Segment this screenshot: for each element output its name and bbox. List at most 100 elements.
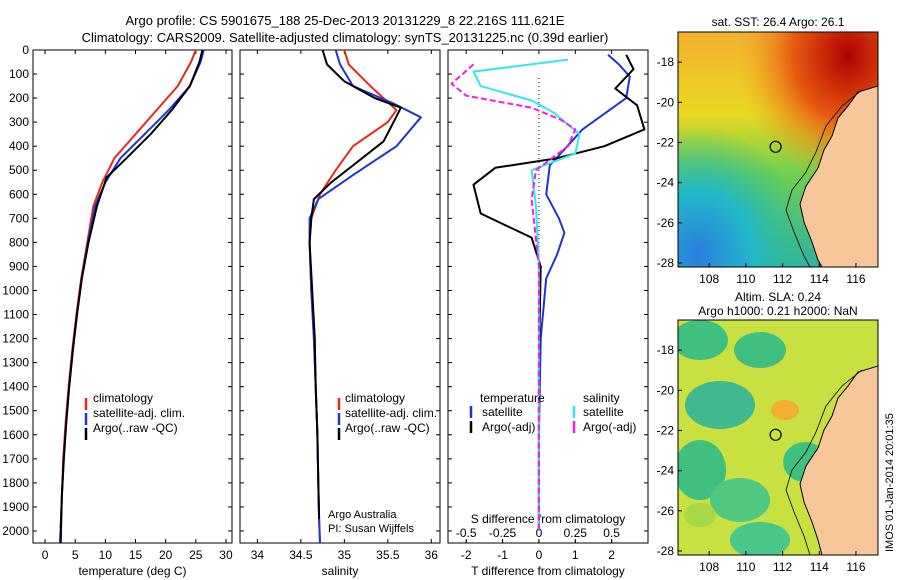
map-y-tick-label: -24 <box>657 464 675 478</box>
sla-map-axes: 108 110 112 114 116 -18 -20 -22 -24 -26 -28 <box>657 343 866 574</box>
x-tick-label: 1 <box>572 548 579 562</box>
sst-map-axes: 108 110 112 114 116 -18 -20 -22 -24 -26 -28 <box>657 55 866 286</box>
y-tick-label: 900 <box>9 259 29 273</box>
sst-argo-float-marker <box>769 140 782 153</box>
difference-panel: -2 -1 0 1 2 T difference from climatology -0.5… <box>447 49 649 578</box>
map-x-tick-label: 112 <box>773 560 792 574</box>
y-tick-label: 1300 <box>2 356 29 370</box>
map-x-tick-label: 114 <box>810 560 829 574</box>
map-x-tick-label: 108 <box>699 560 719 574</box>
sst-isobath <box>785 89 863 267</box>
sla-land-australia <box>799 365 878 555</box>
y-tick-label: 500 <box>9 163 29 177</box>
salinity-x-axis-label: salinity <box>322 564 359 578</box>
temperature-series-satellite-adj-clim- <box>59 50 205 543</box>
map-y-tick-label: -26 <box>657 504 675 518</box>
legend-label-temp-satellite: satellite <box>482 405 523 419</box>
legend-heading-salinity: salinity <box>583 391 620 405</box>
x-tick-label: 25 <box>189 548 203 562</box>
x-tick-label: 36 <box>425 548 439 562</box>
y-tick-label: 800 <box>9 235 29 249</box>
y-tick-label: 2000 <box>2 524 29 538</box>
temperature-series-climatology <box>59 50 197 543</box>
s-axis-tick-label: -0.25 <box>489 526 517 540</box>
salinity-legend: climatology satellite-adj. clim. Argo(..… <box>328 391 437 535</box>
y-tick-label: 1700 <box>2 452 29 466</box>
legend-heading-temperature: temperature <box>480 391 545 405</box>
y-tick-label: 1500 <box>2 404 29 418</box>
map-y-tick-label: -18 <box>657 343 675 357</box>
difference-x-axis-label: T difference from climatology <box>471 564 625 578</box>
sla-eddies <box>678 320 827 555</box>
map-x-tick-label: 114 <box>810 272 829 286</box>
difference-legend: temperature satellite Argo(-adj) salinit… <box>469 391 636 434</box>
s-axis-tick-label: 0.25 <box>564 526 588 540</box>
map-y-tick-label: -28 <box>657 544 675 558</box>
map-y-tick-label: -24 <box>657 176 675 190</box>
map-x-tick-label: 110 <box>736 272 755 286</box>
map-x-tick-label: 110 <box>736 560 755 574</box>
sst-map: sat. SST: 26.4 Argo: 26.1 108 110 112 114 11… <box>657 15 879 286</box>
sla-map-title-line1: Altim. SLA: 0.24 <box>735 290 821 304</box>
sst-map-frame <box>677 31 879 268</box>
y-tick-label: 1600 <box>2 428 29 442</box>
difference-plot-frame <box>447 49 649 544</box>
map-x-tick-label: 112 <box>773 272 792 286</box>
map-y-tick-label: -22 <box>657 423 675 437</box>
x-tick-label: 30 <box>219 548 233 562</box>
x-tick-label: 10 <box>99 548 113 562</box>
sst-map-title: sat. SST: 26.4 Argo: 26.1 <box>712 15 845 29</box>
y-tick-label: 700 <box>9 211 29 225</box>
imos-credit: IMOS 01-Jan-2014 20:01:35 <box>884 413 896 552</box>
sla-argo-float-marker <box>769 428 782 441</box>
y-tick-label: 1100 <box>3 308 29 322</box>
sla-isobath <box>785 369 863 555</box>
s-axis-tick-label: 0 <box>536 526 543 540</box>
figure-title-line2: Climatology: CARS2009. Satellite-adjuste… <box>82 30 609 45</box>
legend-label-sal-argo: Argo(-adj) <box>583 420 636 434</box>
pi-label: PI: Susan Wijffels <box>328 523 414 535</box>
map-x-tick-label: 108 <box>699 272 719 286</box>
y-tick-label: 1900 <box>2 500 29 514</box>
temperature-plot-frame <box>32 49 233 544</box>
difference-series-salinity-argo-adj- <box>450 63 577 531</box>
map-y-tick-label: -18 <box>657 55 675 69</box>
map-y-tick-label: -20 <box>657 383 675 397</box>
salinity-plot-frame <box>239 49 441 544</box>
y-tick-label: 300 <box>9 115 29 129</box>
y-tick-label: 600 <box>9 187 29 201</box>
legend-label-satellite: satellite-adj. clim. <box>93 406 185 420</box>
figure-title-line1: Argo profile: CS 5901675_188 25-Dec-2013… <box>126 13 565 28</box>
legend-label-climatology: climatology <box>93 391 153 405</box>
map-y-tick-label: -22 <box>657 135 675 149</box>
difference-series-temperature-argo-adj- <box>472 54 646 531</box>
y-tick-label: 1800 <box>2 476 29 490</box>
salinity-panel: 34 34.5 35 35.5 36 salinity <box>239 49 441 578</box>
x-tick-label: 20 <box>159 548 173 562</box>
x-tick-label: 0 <box>42 548 49 562</box>
s-axis-tick-label: 0.5 <box>603 526 620 540</box>
difference-series-temperature-satellite <box>537 54 631 531</box>
salinity-series-argo-raw-qc- <box>308 50 402 520</box>
s-axis-label: S difference from climatology <box>471 512 626 526</box>
x-tick-label: -1 <box>497 548 508 562</box>
x-tick-label: 35.5 <box>376 548 400 562</box>
temperature-legend: climatology satellite-adj. clim. Argo(..… <box>84 391 185 440</box>
legend-label-climatology: climatology <box>345 391 405 405</box>
y-tick-label: 100 <box>9 67 29 81</box>
y-tick-label: 1200 <box>2 332 29 346</box>
y-tick-label: 1000 <box>2 283 29 297</box>
legend-label-sal-satellite: satellite <box>583 405 624 419</box>
map-x-tick-label: 116 <box>846 272 865 286</box>
argo-australia-label: Argo Australia <box>328 509 397 521</box>
s-axis-tick-label: -0.5 <box>456 526 477 540</box>
legend-label-argo: Argo(..raw -QC) <box>345 421 430 435</box>
legend-label-temp-argo: Argo(-adj) <box>482 420 535 434</box>
x-tick-label: 0 <box>536 548 543 562</box>
temperature-x-axis-label: temperature (deg C) <box>78 564 186 578</box>
map-y-tick-label: -20 <box>657 95 675 109</box>
x-tick-label: 34.5 <box>289 548 313 562</box>
x-tick-label: 2 <box>608 548 615 562</box>
sla-map-frame <box>677 319 879 556</box>
